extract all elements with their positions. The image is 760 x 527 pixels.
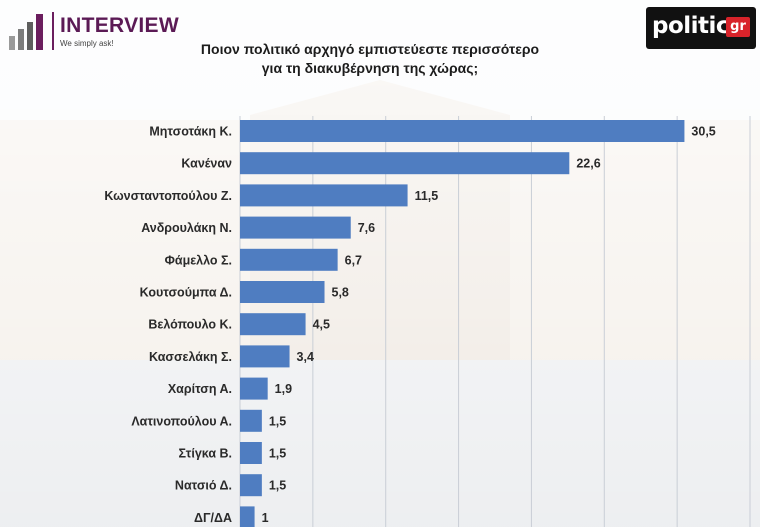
category-label: Βελόπουλο Κ. (148, 318, 232, 332)
value-label: 5,8 (332, 286, 349, 300)
category-label: Κωνσταντοπούλου Ζ. (104, 189, 232, 203)
chart-title-line2: για τη διακυβέρνηση της χώρας; (261, 60, 479, 76)
category-label: Κανέναν (181, 157, 232, 171)
value-label: 1,9 (275, 382, 292, 396)
category-label: Στίγκα Β. (178, 447, 232, 461)
bar (240, 442, 262, 464)
interview-logo: INTERVIEW We simply ask! (8, 8, 179, 52)
bar (240, 474, 262, 497)
category-label: Χαρίτση Α. (168, 382, 232, 396)
category-label: Νατσιό Δ. (175, 479, 232, 493)
value-label: 1,5 (269, 447, 286, 461)
value-label: 4,5 (313, 318, 330, 332)
bar (240, 313, 306, 336)
category-label: Κασσελάκη Σ. (149, 350, 232, 364)
politic-logo: politic gr (646, 7, 756, 49)
category-label: Κουτσούμπα Δ. (140, 286, 232, 300)
category-label: Μητσοτάκη Κ. (149, 125, 232, 139)
politic-brand: politic (652, 13, 730, 39)
value-label: 1 (262, 511, 269, 525)
interview-bars-icon (9, 14, 43, 50)
bar (240, 120, 685, 142)
value-label: 22,6 (576, 157, 600, 171)
interview-brand: INTERVIEW (60, 14, 179, 37)
category-label: Φάμελλο Σ. (165, 253, 232, 267)
bar (240, 409, 262, 432)
value-label: 11,5 (415, 189, 439, 203)
value-label: 30,5 (691, 125, 715, 139)
interview-tagline: We simply ask! (60, 39, 114, 48)
category-label: Λατινοπούλου Α. (131, 414, 232, 428)
bar (240, 216, 351, 239)
politic-gr-badge: gr (726, 17, 750, 37)
bar (240, 281, 325, 303)
chart-title: Ποιον πολιτικό αρχηγό εμπιστεύεστε περισ… (140, 40, 600, 78)
bar (240, 152, 570, 175)
bar (240, 345, 290, 368)
category-label: Ανδρουλάκη Ν. (141, 221, 232, 235)
value-label: 1,5 (269, 414, 286, 428)
logo-separator (52, 12, 54, 50)
bar (240, 506, 255, 527)
value-label: 6,7 (345, 253, 362, 267)
bar (240, 184, 408, 207)
value-label: 1,5 (269, 479, 286, 493)
bar (240, 248, 338, 271)
bar (240, 377, 268, 400)
category-label: ΔΓ/ΔΑ (194, 511, 232, 525)
chart-title-line1: Ποιον πολιτικό αρχηγό εμπιστεύεστε περισ… (200, 41, 540, 57)
value-label: 7,6 (358, 221, 375, 235)
value-label: 3,4 (297, 350, 314, 364)
